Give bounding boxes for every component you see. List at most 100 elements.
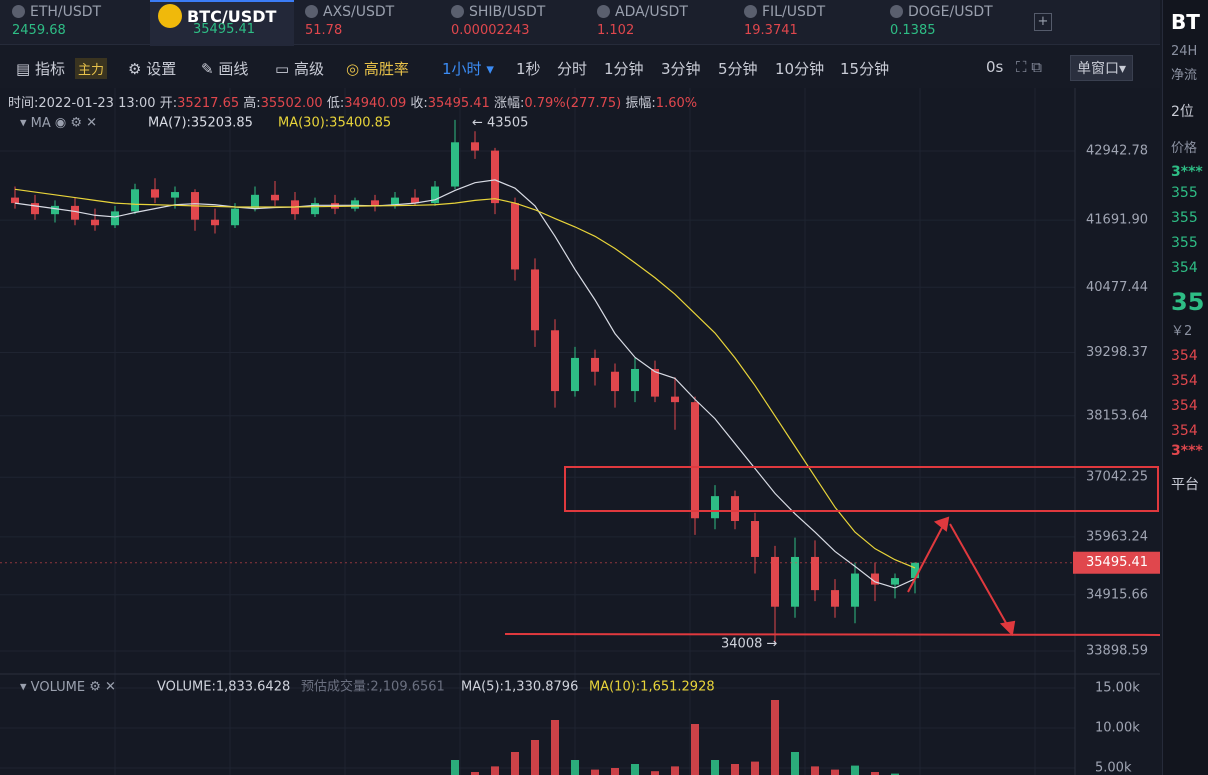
ma-label: ▾ MA ◉ ⚙ ✕ — [20, 116, 97, 131]
tab[interactable]: DOGE/USDT 0.1385 — [890, 4, 993, 38]
add-tab-button[interactable]: + — [1034, 13, 1052, 31]
chart: 42942.78 41691.90 40477.44 39298.37 38153.64… — [0, 88, 1160, 775]
info-value: 35502.00 — [260, 96, 323, 111]
y-tick-label: 40477.44 — [1086, 280, 1148, 295]
candle-body — [211, 219, 219, 226]
tab[interactable]: SHIB/USDT 0.00002243 — [451, 4, 545, 38]
candle-body — [631, 368, 639, 392]
volume-bar — [671, 766, 679, 775]
candle-body — [871, 573, 879, 585]
volume-text: 预估成交量:2,109.6561 — [301, 679, 445, 695]
tab[interactable]: FIL/USDT 19.3741 — [744, 4, 825, 38]
volume-bar — [871, 772, 879, 775]
info-label: 开: — [159, 96, 178, 111]
last-price: 35495.41 — [1086, 555, 1148, 570]
info-label: 收: — [410, 96, 428, 111]
interval[interactable]: 15分钟 — [840, 60, 890, 78]
tab[interactable]: BTC/USDT 35495.41 — [158, 4, 276, 37]
volume-bar — [811, 766, 819, 775]
volume-bar — [491, 766, 499, 775]
settings-button[interactable]: ⚙ 设置 — [128, 60, 177, 78]
toolbar: ▤ 指标 主力 ⚙ 设置 ✎ 画线 ▭ 高级 ◎ 高胜率 1小时 ▾ 1秒 分时… — [0, 50, 1160, 84]
ohlc-info: 时间:2022-01-23 13:00 开:35217.65 高:35502.0… — [8, 92, 697, 111]
high-note: ← 43505 — [472, 116, 528, 131]
indicator-button[interactable]: ▤ 指标 — [16, 60, 65, 78]
interval[interactable]: 1分钟 — [604, 60, 644, 78]
side-text: 价格 — [1171, 141, 1198, 156]
interval[interactable]: 分时 — [557, 60, 588, 78]
volume-bar — [731, 764, 739, 775]
side-text: ￥2 — [1171, 324, 1193, 339]
volume-text: MA(10):1,651.2928 — [589, 680, 715, 695]
candle-body — [51, 205, 59, 215]
volume-bar — [851, 765, 859, 775]
side-text: 354 — [1171, 398, 1198, 414]
candle-body — [851, 573, 859, 607]
candle-body — [231, 208, 239, 226]
y-tick-label: 38153.64 — [1086, 408, 1148, 423]
candle-body — [391, 197, 399, 206]
interval[interactable]: 3分钟 — [661, 60, 701, 78]
candle-body — [131, 189, 139, 212]
tab-price: 1.102 — [597, 23, 635, 38]
volume-bar — [571, 760, 579, 775]
info-value: 2022-01-23 13:00 — [38, 96, 156, 111]
tab-symbol: AXS/USDT — [323, 4, 395, 20]
side-text: 3*** — [1171, 443, 1203, 459]
candle-body — [891, 578, 899, 585]
volume-bar — [771, 700, 779, 775]
price-badge-bg — [1073, 551, 1160, 574]
tab-symbol: DOGE/USDT — [908, 4, 993, 20]
interval[interactable]: 10分钟 — [775, 60, 825, 78]
ma-line — [14, 188, 916, 569]
zone-box — [564, 466, 1159, 512]
candle-body — [571, 357, 579, 392]
tab-symbol: BTC/USDT — [187, 7, 277, 26]
interval[interactable]: 5分钟 — [718, 60, 758, 78]
side-text: 24H — [1171, 44, 1198, 59]
candle-body — [451, 142, 459, 187]
label: VOLUME — [31, 680, 85, 695]
candle-body — [591, 357, 599, 372]
main-badge: 主力 — [75, 58, 108, 79]
side-text: 355 — [1171, 235, 1198, 251]
tab-symbol: ETH/USDT — [30, 4, 102, 20]
candle-body — [611, 371, 619, 392]
advanced-button[interactable]: ▭ 高级 — [275, 60, 324, 78]
y-tick-label: 10.00k — [1095, 721, 1140, 736]
price-badge: 35495.41 — [0, 551, 1160, 574]
volume-bar — [611, 768, 619, 775]
candle-body — [471, 142, 479, 151]
tab-symbol: FIL/USDT — [762, 4, 826, 20]
tab[interactable]: ETH/USDT 2459.68 — [12, 4, 101, 38]
volume-bar — [451, 760, 459, 775]
interval[interactable]: 1秒 — [516, 60, 541, 78]
candle-body — [751, 521, 759, 557]
label: 1小时 — [442, 60, 482, 78]
tab[interactable]: ADA/USDT 1.102 — [597, 4, 688, 38]
label: 高胜率 — [363, 60, 409, 78]
candle-body — [531, 269, 539, 331]
candle-body — [911, 562, 919, 579]
side-text: 354 — [1171, 260, 1198, 276]
interval-select[interactable]: 1小时 ▾ — [442, 60, 494, 78]
candle-body — [251, 194, 259, 209]
y-tick-label: 37042.25 — [1086, 470, 1148, 485]
low-note: 34008 → — [721, 637, 777, 652]
tab-bar: ETH/USDT 2459.68 BTC/USDT 35495.41 AXS/USD… — [0, 0, 1160, 46]
candle-body — [151, 189, 159, 198]
candle-body — [491, 150, 499, 204]
volume-bar — [591, 769, 599, 775]
volume-bar — [511, 752, 519, 775]
side-text: 354 — [1171, 348, 1198, 364]
info-label: 时间: — [8, 96, 39, 111]
drawings — [504, 466, 1160, 637]
info-label: 高: — [243, 96, 261, 111]
fullscreen-icon[interactable]: ⛶ ⧉ — [1016, 58, 1042, 76]
candle-body — [171, 192, 179, 198]
draw-button[interactable]: ✎ 画线 — [201, 60, 249, 78]
win-rate-button[interactable]: ◎ 高胜率 — [346, 60, 409, 78]
window-select[interactable]: 单窗口▾ — [1070, 55, 1134, 81]
tab[interactable]: AXS/USDT 51.78 — [305, 4, 394, 38]
